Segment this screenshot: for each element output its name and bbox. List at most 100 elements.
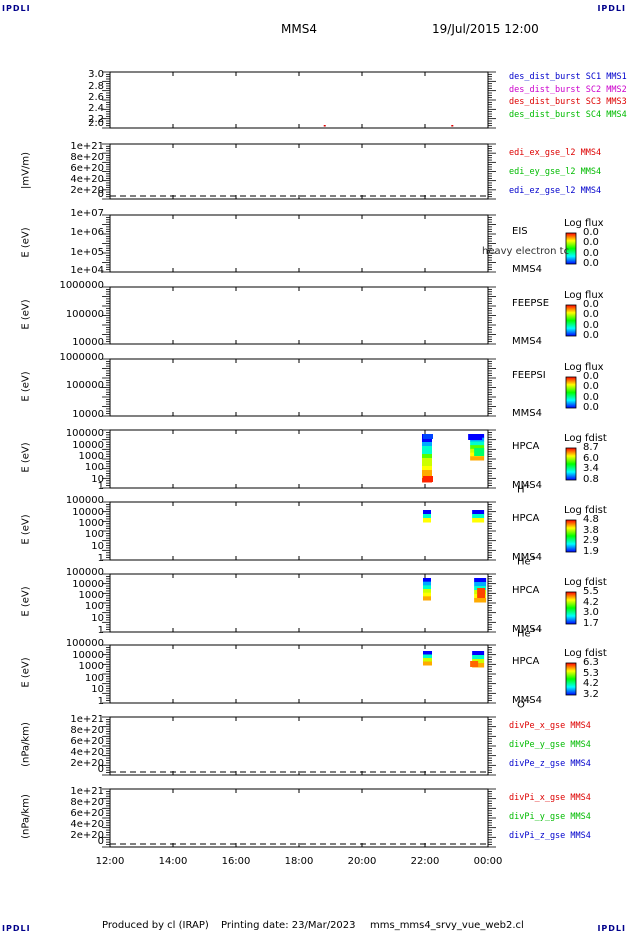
spectrogram-cell <box>472 518 485 523</box>
y-tick-label-p1: 3.0 <box>88 69 104 80</box>
colorbar-value-p4: 0.0 <box>583 299 599 310</box>
spectrogram-cell <box>422 462 432 467</box>
colorbar-value-p7: 1.9 <box>583 546 599 557</box>
y-tick-label-p2: 8e+20 <box>70 152 104 163</box>
y-tick-label-p10: 4e+20 <box>70 747 104 758</box>
colorbar-value-p5: 0.0 <box>583 402 599 413</box>
data-point <box>323 125 326 127</box>
y-tick-label-p7: 1000 <box>78 518 104 529</box>
panel-frame-p5 <box>109 358 489 417</box>
spectrogram-cell <box>423 596 431 601</box>
colorbar-value-p3: 0.0 <box>583 247 599 259</box>
colorbar-value-p7: 3.8 <box>583 524 599 536</box>
instrument-label-p3: EIS <box>512 225 528 237</box>
spectrogram-cell <box>472 510 485 515</box>
y-tick-label-p10: 1e+21 <box>70 714 104 725</box>
y-tick-label-p8: 10000 <box>72 579 104 590</box>
y-tick-label-p1: 2.6 <box>88 92 104 103</box>
y-tick-label-p3: 1e+05 <box>70 247 104 258</box>
y-tick-label-p8: 10 <box>91 613 104 624</box>
y-axis-label-p11: (nPa/km) <box>20 794 32 839</box>
colorbar-value-p6: 3.4 <box>583 463 599 475</box>
footer-producer: Produced by cl (IRAP) <box>102 920 209 931</box>
y-tick-label-p1: 2.0 <box>88 118 104 129</box>
colorbar-value-p3: 0.0 <box>583 237 599 249</box>
legend-entry-p10: divPe_y_gse MMS4 <box>509 740 591 750</box>
y-tick-label-p2: 6e+20 <box>70 163 104 174</box>
colorbar-value-p7: 4.8 <box>583 514 599 525</box>
y-tick-label-p6: 100 <box>84 462 104 473</box>
x-tick-label: 00:00 <box>473 856 503 867</box>
spectrogram-cell <box>474 578 487 583</box>
y-tick-label-p2: 1e+21 <box>70 141 104 152</box>
page-title: MMS4 <box>281 22 317 36</box>
spectrogram-cell <box>423 585 431 590</box>
colorbar-p4 <box>565 304 577 337</box>
x-tick-label: 18:00 <box>284 856 314 867</box>
colorbar-value-p3: 0.0 <box>583 258 599 269</box>
species-label-p7: He+ <box>517 554 537 568</box>
spectrogram-cell <box>423 510 431 515</box>
panel-frame-p7 <box>109 501 489 561</box>
spectrogram-cell <box>422 438 432 443</box>
y-tick-label-p5: 10000 <box>72 409 104 420</box>
legend-entry-p10: divPe_z_gse MMS4 <box>509 759 591 769</box>
legend-entry-p2: edi_ez_gse_l2 MMS4 <box>509 186 602 196</box>
spectrogram-cell <box>422 450 432 455</box>
spectrogram-cell <box>474 598 487 603</box>
colorbar-p8 <box>565 591 577 625</box>
y-tick-label-p10: 6e+20 <box>70 736 104 747</box>
y-tick-label-p9: 10 <box>91 684 104 695</box>
y-tick-label-p9: 10000 <box>72 650 104 661</box>
y-tick-label-p4: 10000 <box>72 337 104 348</box>
colorbar-value-p9: 6.3 <box>583 657 599 668</box>
instrument-label-p9: HPCA <box>512 656 540 667</box>
spacecraft-label-p7: MMS4 <box>512 552 542 563</box>
colorbar-p5 <box>565 376 577 409</box>
spectrogram-cell <box>422 470 432 475</box>
y-axis-label-p10: (nPa/km) <box>20 722 32 767</box>
spectrogram-cell <box>423 592 431 597</box>
panel-frame-p3 <box>109 214 489 273</box>
y-tick-label-p7: 10000 <box>72 507 104 518</box>
y-tick-label-p10: 2e+20 <box>70 758 104 769</box>
spectrogram-cell <box>468 434 483 440</box>
corner-label-bottom-left: IPDLI <box>2 924 31 933</box>
instrument-label-p7: HPCA <box>512 513 540 524</box>
legend-entry-p10: divPe_x_gse MMS4 <box>509 721 591 731</box>
colorbar-value-p7: 2.9 <box>583 535 599 547</box>
spectrogram-cell <box>470 445 485 450</box>
spectrogram-cell <box>470 456 485 461</box>
y-tick-label-p6: 1000 <box>78 451 104 462</box>
y-tick-label-p11: 0 <box>97 836 104 847</box>
panel-frame-p2 <box>109 143 489 200</box>
y-tick-label-p9: 1 <box>97 696 104 707</box>
colorbar-title-p6: Log fdist <box>564 433 607 444</box>
instrument-label-p4: FEEPSE <box>512 297 550 309</box>
y-tick-label-p4: 1000000 <box>59 280 104 291</box>
colorbar-value-p5: 0.0 <box>583 371 599 382</box>
colorbar-value-p4: 0.0 <box>583 330 599 341</box>
y-axis-label-p5: E (eV) <box>20 370 32 402</box>
y-tick-label-p8: 100000 <box>65 567 104 578</box>
legend-entry-p1: des_dist_burst SC1 MMS1 <box>509 72 627 82</box>
y-tick-label-p6: 10 <box>91 474 104 485</box>
x-tick-label: 22:00 <box>410 856 440 867</box>
spacecraft-label-p5: MMS4 <box>512 408 542 419</box>
y-tick-label-p1: 2.4 <box>88 103 104 114</box>
y-tick-label-p8: 1 <box>97 625 104 636</box>
spectrogram-cell <box>422 458 432 463</box>
y-tick-label-p11: 2e+20 <box>70 830 104 841</box>
legend-entry-p1: des_dist_burst SC4 MMS4 <box>509 109 627 120</box>
corner-label-top-right: IPDLI <box>597 4 626 13</box>
y-tick-label-p3: 1e+07 <box>70 208 104 219</box>
species-label-p6: H+ <box>517 482 531 496</box>
y-tick-label-p11: 8e+20 <box>70 797 104 808</box>
colorbar-value-p3: 0.0 <box>583 227 599 238</box>
legend-entry-p1: des_dist_burst SC2 MMS2 <box>509 84 627 95</box>
colorbar-value-p6: 6.0 <box>583 452 599 464</box>
panel-frame-p1 <box>109 71 489 129</box>
spectrogram-cell <box>423 589 431 594</box>
colorbar-value-p6: 8.7 <box>583 442 599 453</box>
y-tick-label-p3: 1e+04 <box>70 265 104 276</box>
